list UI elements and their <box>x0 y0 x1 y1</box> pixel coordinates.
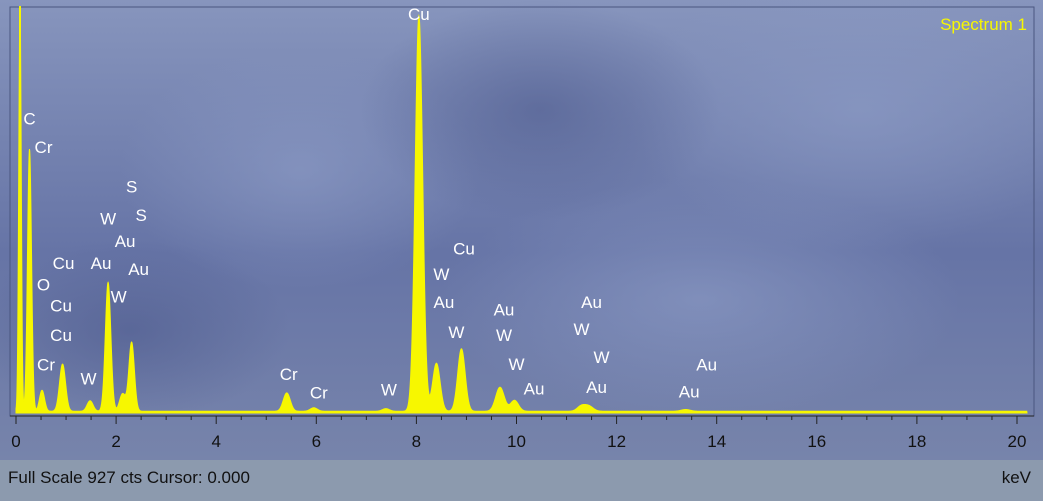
peak-label-w: W <box>381 381 397 400</box>
x-tick-label: 20 <box>1008 432 1027 451</box>
x-axis-unit: keV <box>1001 468 1031 487</box>
peak-label-cr: Cr <box>35 138 53 157</box>
peak-point <box>499 388 501 390</box>
peak-label-cr: Cr <box>310 384 328 403</box>
peak-point <box>460 350 462 352</box>
peak-label-au: Au <box>696 356 717 375</box>
spectrum-area <box>15 7 1028 414</box>
peak-label-s: S <box>135 206 146 225</box>
peak-point <box>588 407 590 409</box>
peak-point <box>685 410 687 412</box>
peak-label-au: Au <box>494 301 515 320</box>
peak-label-cu: Cu <box>408 5 430 24</box>
peak-label-au: Au <box>128 260 149 279</box>
x-tick-label: 8 <box>412 432 421 451</box>
x-tick-label: 16 <box>807 432 826 451</box>
x-tick-label: 4 <box>211 432 220 451</box>
peak-point <box>513 401 515 403</box>
x-tick-label: 6 <box>312 432 321 451</box>
peak-label-cu: Cu <box>50 297 72 316</box>
peak-label-w: W <box>111 287 127 306</box>
peak-label-au: Au <box>115 232 136 251</box>
peak-point <box>122 395 124 397</box>
peak-label-au: Au <box>586 378 607 397</box>
spectrum-title: Spectrum 1 <box>940 15 1027 34</box>
x-tick-label: 0 <box>11 432 20 451</box>
peak-label-cr: Cr <box>280 365 298 384</box>
peak-label-au: Au <box>434 293 455 312</box>
peak-label-s: S <box>126 177 137 196</box>
x-tick-label: 10 <box>507 432 526 451</box>
peak-label-o: O <box>37 276 50 295</box>
peak-label-au: Au <box>679 382 700 401</box>
x-tick-label: 14 <box>707 432 726 451</box>
peak-label-cu: Cu <box>453 239 475 258</box>
background-texture <box>360 0 720 220</box>
peak-label-w: W <box>100 209 116 228</box>
peak-label-w: W <box>433 265 449 284</box>
background-texture <box>0 240 290 420</box>
peak-label-w: W <box>81 370 97 389</box>
peak-point <box>89 402 91 404</box>
x-tick-label: 2 <box>111 432 120 451</box>
peak-label-w: W <box>448 323 464 342</box>
peak-label-cr: Cr <box>37 356 55 375</box>
peak-label-au: Au <box>91 254 112 273</box>
x-axis: 0 2 4 6 8 10 12 14 16 18 20 <box>10 415 1034 451</box>
peak-label-au: Au <box>581 293 602 312</box>
peak-label-au: Au <box>524 380 545 399</box>
peak-label-c: C <box>23 110 35 129</box>
peak-point <box>313 409 315 411</box>
peak-point <box>62 365 64 367</box>
spectrum-marks <box>15 6 1028 414</box>
peak-label-w: W <box>496 326 512 345</box>
peak-point <box>385 409 387 411</box>
peak-point <box>131 343 133 345</box>
full-scale-status: Full Scale 927 cts Cursor: 0.000 <box>8 468 250 487</box>
peak-label-w: W <box>574 320 590 339</box>
peak-label-w: W <box>508 355 524 374</box>
peak-label-w: W <box>594 348 610 367</box>
peak-point <box>286 394 288 396</box>
peak-label-cu: Cu <box>53 254 75 273</box>
peak-point <box>107 283 109 285</box>
peak-point <box>41 391 43 393</box>
peak-point <box>580 407 582 409</box>
x-tick-label: 18 <box>907 432 926 451</box>
x-tick-label: 12 <box>607 432 626 451</box>
background-texture <box>440 180 960 420</box>
peak-point <box>435 364 437 366</box>
peak-point <box>29 150 31 152</box>
peak-point <box>418 17 420 19</box>
peak-label-cu: Cu <box>50 326 72 345</box>
